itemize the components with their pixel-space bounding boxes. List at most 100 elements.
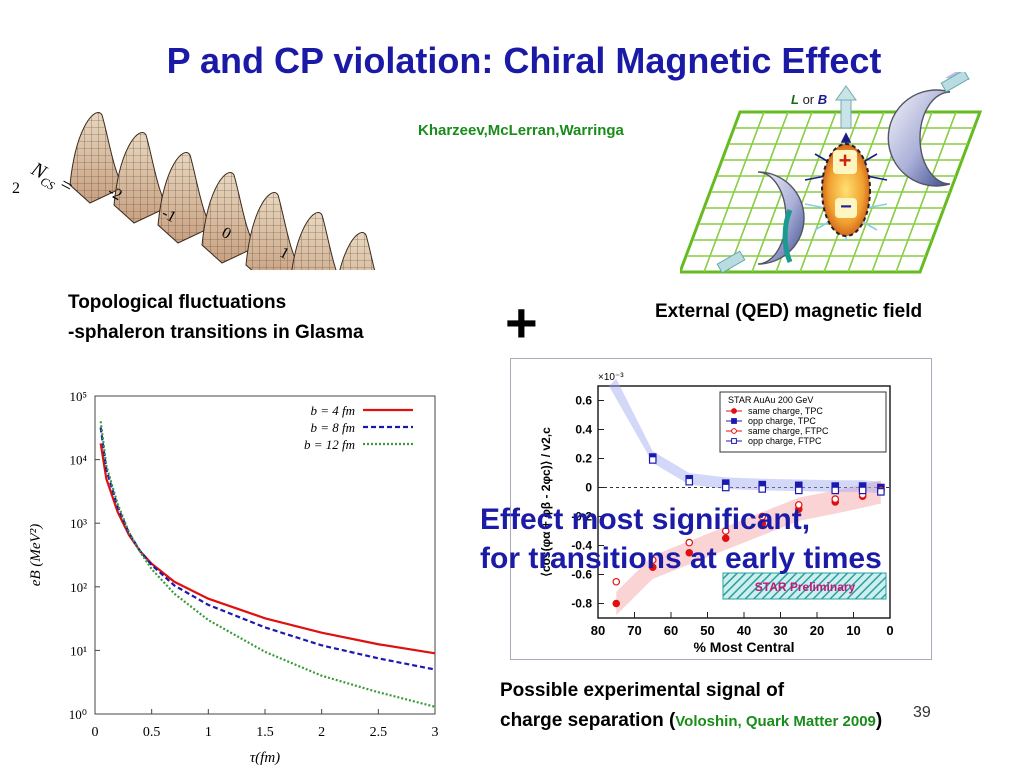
plus-sign: + [505,291,538,354]
x-tick-label: 10 [846,623,860,638]
y-tick-label: -0.8 [571,597,592,611]
data-point-4 [831,486,840,495]
x-tick-label: 0.5 [143,725,161,740]
star-preliminary-label: STAR Preliminary [755,580,856,594]
data-point-4 [877,488,885,496]
legend-box [719,391,887,453]
data-point-1 [721,534,730,543]
data-point-4 [794,486,803,495]
slide-title: P and CP violation: Chiral Magnetic Effe… [166,40,882,81]
sphaleron-hill-mesh [114,132,168,223]
y-tick-label: 10⁵ [69,389,87,404]
ncs-tick-2: 2 [12,180,20,197]
star-preliminary-badge [722,572,887,600]
heavy-ion-collision-illustration [680,72,983,274]
effect-callout-line1: Effect most significant, [480,503,811,536]
signal-caption: Possible experimental signal of charge s… [500,676,882,737]
sphaleron-caption-line2: -sphaleron transitions in Glasma [68,322,364,343]
opp-charge-band [608,378,881,494]
data-point-4 [858,486,867,495]
nucleus-lower-left [716,171,805,274]
y-multiplier: ×10⁻³ [598,372,624,383]
data-point-4 [685,477,694,486]
x-axis-label: % Most Central [693,639,794,655]
l-or-b-arrow [835,85,857,129]
legend-marker-1 [731,408,737,414]
y-tick-label: 0.4 [575,423,592,437]
authors-label: Kharzeev,McLerran,Warringa [418,122,624,139]
x-tick-label: 50 [700,623,714,638]
data-point-1 [685,548,694,557]
data-point-4 [758,485,767,493]
same-charge-band [616,480,881,616]
legend-marker-2 [731,418,737,424]
x-tick-label: 3 [432,725,439,740]
y-tick-label: -0.6 [571,568,592,582]
sphaleron-hill-mesh [70,112,124,203]
legend-title: STAR AuAu 200 GeV [728,395,813,405]
data-point-3 [794,501,803,509]
effect-callout-line2: for transitions at early times [480,542,882,575]
legend-marker-4 [731,438,737,444]
y-tick-label: 10⁰ [69,707,87,722]
x-tick-label: 2.5 [370,725,388,740]
l-or-b-label: L or B [791,92,828,107]
effect-callout: Effect most significant, for transitions… [480,500,882,578]
y-axis-label: ⟨cos(φα + φβ - 2φc)⟩ / v2,c [539,427,553,577]
x-axis-label: τ(fm) [250,750,280,766]
sphaleron-hill-mesh [202,172,256,263]
x-tick-label: 20 [810,623,824,638]
sphaleron-hill-mesh [340,232,375,270]
x-tick-label: 1 [205,725,212,740]
voloshin-reference: Voloshin, Quark Matter 2009 [675,713,876,730]
legend-label-2: b = 8 fm [310,420,355,435]
legend-marker-3 [731,428,737,434]
y-tick-label: 0.2 [575,452,592,466]
star-correlator-chart: 80 70 60 50 40 30 20 10 0 0.6 0.4 0.2 0 -0.2 -0.4 -0.6 -… [539,372,894,655]
sphaleron-hill-mesh [158,152,212,243]
data-point-4 [648,456,657,464]
x-tick-label: 80 [591,623,605,638]
y-tick-label: 10² [70,580,87,595]
plot-area [94,395,436,715]
signal-caption-line2: charge separation (Voloshin, Quark Matte… [500,710,883,731]
data-point-3 [831,495,840,503]
sphaleron-caption: Topological fluctuations -sphaleron tran… [68,288,364,348]
x-tick-label: 60 [664,623,678,638]
positive-charge-icon: + [833,150,857,174]
y-tick-label: -0.2 [571,510,592,524]
data-point-3 [758,512,767,521]
y-tick-label: -0.4 [571,539,592,553]
y-tick-label: 0 [585,481,592,495]
x-tick-label: 0 [886,623,893,638]
nucleus-upper-right [887,72,970,187]
eb-vs-tau-chart: 0 0.5 1 1.5 2 2.5 3 10⁰ 10¹ 10² 10³ 10⁴ 10⁵ τ(fm) eB (… [28,389,439,766]
legend-label-3: b = 12 fm [304,437,355,452]
legend-label-1: same charge, TPC [748,406,823,416]
y-axis-label: eB (MeV²) [28,524,44,586]
y-tick-label: 10³ [70,516,87,531]
legend-label-4: opp charge, FTPC [748,436,822,446]
x-tick-label: 40 [737,623,751,638]
x-tick-label: 1.5 [256,725,274,740]
signal-caption-line1: Possible experimental signal of [500,680,785,701]
data-point-1 [612,599,621,608]
sphaleron-caption-line1: Topological fluctuations [68,292,287,313]
data-point-3 [612,577,621,586]
sphaleron-hill-mesh [246,192,300,270]
y-tick-label: 10¹ [70,643,87,658]
y-tick-label: 10⁴ [69,453,87,468]
x-tick-label: 2 [318,725,325,740]
magnetic-field-caption: External (QED) magnetic field [655,301,923,322]
data-point-1 [758,519,767,528]
data-point-3 [685,538,694,547]
page-number: 39 [913,704,931,721]
x-tick-label: 70 [627,623,641,638]
legend-label-1: b = 4 fm [310,403,355,418]
sphaleron-landscape-illustration [69,112,376,270]
y-tick-label: 0.6 [575,394,592,408]
data-point-4 [721,483,730,492]
data-point-3 [721,527,730,535]
x-tick-label: 30 [773,623,787,638]
series-line-1 [99,443,436,655]
